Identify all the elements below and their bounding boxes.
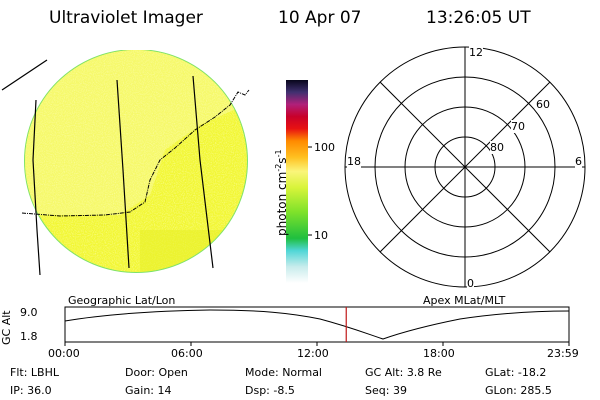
- field-label: Seq:: [365, 384, 390, 397]
- field-label: Flt:: [10, 366, 28, 379]
- mlt-label-18: 18: [347, 155, 361, 168]
- lower-region: [140, 230, 247, 272]
- mlt-axis: [379, 81, 551, 253]
- field-label: Mode:: [245, 366, 279, 379]
- mlt-label-0: 0: [467, 277, 474, 290]
- door-field: Door: Open: [125, 366, 188, 379]
- field-value: -8.5: [273, 384, 295, 397]
- image-date: 10 Apr 07: [278, 8, 362, 28]
- field-value: LBHL: [30, 366, 59, 379]
- lat-label-70: 70: [511, 120, 525, 133]
- field-value: Normal: [282, 366, 322, 379]
- lat-label-60: 60: [536, 98, 550, 111]
- dsp-field: Dsp: -8.5: [245, 384, 295, 397]
- timeline-left-title: Geographic Lat/Lon: [68, 294, 176, 307]
- altitude-curve: [64, 309, 570, 340]
- longitude-line: [32, 99, 41, 276]
- x-tick-label-2359: 23:59: [547, 347, 579, 360]
- field-value: 39: [392, 384, 407, 397]
- field-label: Door:: [125, 366, 155, 379]
- glon-field: GLon: 285.5: [485, 384, 552, 397]
- timeline-right-title: Apex MLat/MLT: [423, 294, 506, 307]
- field-label: GLat:: [485, 366, 515, 379]
- lat-label-80: 80: [490, 141, 504, 154]
- field-label: IP:: [10, 384, 24, 397]
- gc-alt-field: GC Alt: 3.8 Re: [365, 366, 442, 379]
- instrument-title: Ultraviolet Imager: [49, 8, 203, 28]
- polar-mlt-plot: [344, 46, 586, 288]
- field-value: 285.5: [520, 384, 552, 397]
- colorbar-unit-label: photon cm-2s-1: [274, 149, 289, 236]
- field-label: GLon:: [485, 384, 517, 397]
- earth-uv-image: [1, 50, 250, 276]
- field-label: Gain:: [125, 384, 154, 397]
- longitude-line: [192, 75, 214, 269]
- colorbar-tick-10: 10: [314, 229, 328, 242]
- longitude-line: [116, 79, 130, 269]
- color-gradient: [286, 80, 308, 283]
- field-value: -18.2: [517, 366, 547, 379]
- altitude-timeline[interactable]: [60, 305, 576, 350]
- coastline: [21, 89, 250, 217]
- coastline: [1, 59, 48, 91]
- gain-field: Gain: 14: [125, 384, 172, 397]
- mlt-label-6: 6: [575, 155, 582, 168]
- ip-field: IP: 36.0: [10, 384, 52, 397]
- image-time: 13:26:05 UT: [426, 8, 531, 28]
- glat-field: GLat: -18.2: [485, 366, 546, 379]
- seq-field: Seq: 39: [365, 384, 407, 397]
- timeline-frame: [64, 306, 570, 343]
- timeline-y-label: GC Alt: [0, 310, 13, 345]
- field-label: Dsp:: [245, 384, 270, 397]
- filter-field: Flt: LBHL: [10, 366, 59, 379]
- unit-exponent: -1: [274, 149, 283, 158]
- x-tick-label-0600: 06:00: [171, 347, 203, 360]
- mlt-label-12: 12: [469, 46, 483, 59]
- colorbar-tick-100: 100: [314, 141, 335, 154]
- timeline-y-tick-bottom: 1.8: [20, 330, 38, 343]
- x-tick-label-0000: 00:00: [48, 347, 80, 360]
- unit-exponent: -2: [274, 163, 283, 172]
- x-tick-label-1800: 18:00: [423, 347, 455, 360]
- unit-text: s: [275, 157, 289, 164]
- field-label: GC Alt:: [365, 366, 404, 379]
- unit-text: photon cm: [275, 171, 289, 236]
- field-value: 36.0: [27, 384, 52, 397]
- mode-field: Mode: Normal: [245, 366, 322, 379]
- field-value: Open: [158, 366, 188, 379]
- field-value: 14: [157, 384, 172, 397]
- color-scale-bar: [286, 80, 312, 283]
- x-tick-label-1200: 12:00: [297, 347, 329, 360]
- field-value: 3.8 Re: [406, 366, 442, 379]
- timeline-y-tick-top: 9.0: [20, 306, 38, 319]
